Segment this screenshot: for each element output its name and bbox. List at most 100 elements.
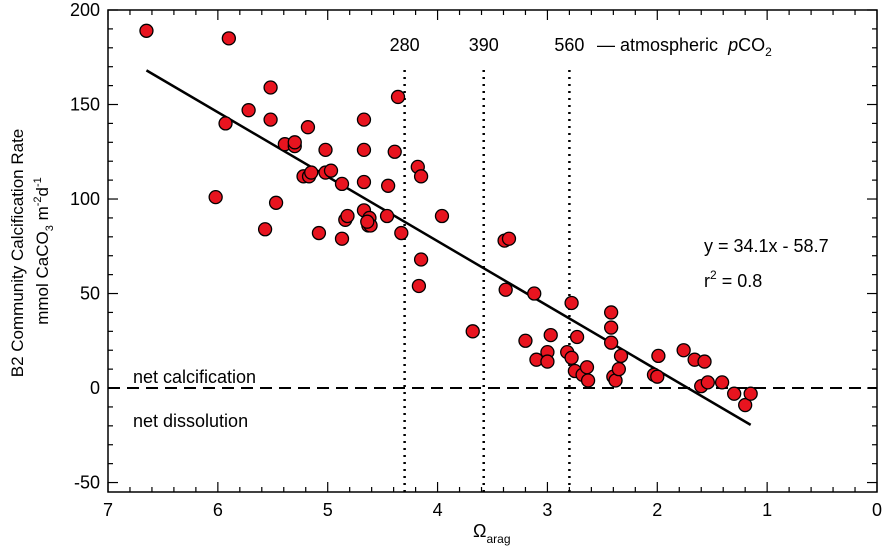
ylab2-a: mmol CaCO xyxy=(33,231,52,325)
y-tick-label: 150 xyxy=(70,95,100,115)
y-axis-label-line2: mmol CaCO3 m-2d-1 xyxy=(32,177,56,325)
data-point xyxy=(518,333,533,348)
y-tick-labels: 200 150 100 50 0 -50 xyxy=(70,0,100,493)
data-point xyxy=(257,222,273,237)
data-point xyxy=(263,80,278,95)
data-point xyxy=(603,305,619,320)
data-point xyxy=(700,375,715,390)
x-tick-labels: 7 6 5 4 3 2 1 0 xyxy=(103,500,882,520)
data-point xyxy=(390,89,406,105)
data-point xyxy=(304,165,319,180)
data-point xyxy=(714,375,730,390)
x-axis-subscript: arag xyxy=(486,532,510,546)
regression-equation: y = 34.1x - 58.7 xyxy=(704,236,829,256)
data-point xyxy=(413,252,429,267)
ylab2-e: d xyxy=(33,187,52,196)
data-point xyxy=(651,348,666,364)
x-tick-label: 1 xyxy=(762,500,772,520)
pco2-subscript: 2 xyxy=(765,45,772,59)
data-point xyxy=(697,354,712,369)
x-axis-label: Ωarag xyxy=(473,521,511,546)
data-point xyxy=(334,231,350,246)
regression-line xyxy=(145,69,752,426)
ylab2-f: -1 xyxy=(32,177,44,187)
data-point xyxy=(743,386,758,401)
data-point xyxy=(334,176,350,192)
data-point xyxy=(379,208,395,224)
data-point xyxy=(540,354,555,369)
data-point xyxy=(611,361,626,377)
y-tick-label: 200 xyxy=(70,0,100,20)
ylab2-c: m xyxy=(33,206,52,225)
x-tick-label: 0 xyxy=(872,500,882,520)
x-axis-omega: Ω xyxy=(473,521,486,541)
data-point xyxy=(268,195,284,210)
data-point xyxy=(360,214,375,229)
pco2-suffix: — atmospheric xyxy=(597,35,718,55)
pco2-co: CO xyxy=(738,35,765,55)
data-point xyxy=(613,348,629,364)
net-dissolution-label: net dissolution xyxy=(133,411,248,431)
data-point xyxy=(287,135,302,150)
x-tick-label: 2 xyxy=(652,500,662,520)
r2-superscript: 2 xyxy=(710,268,717,282)
data-point xyxy=(738,397,753,413)
x-tick-label: 3 xyxy=(542,500,552,520)
data-point xyxy=(208,189,223,205)
data-points xyxy=(139,23,758,413)
y-tick-label: -50 xyxy=(74,473,100,493)
r-squared: r2 = 0.8 xyxy=(704,268,762,291)
data-point xyxy=(380,178,396,193)
data-point xyxy=(543,327,558,343)
data-point xyxy=(241,103,256,118)
data-point xyxy=(311,225,327,241)
y-axis-label-line1: B2 Community Calcification Rate xyxy=(8,129,27,377)
ylab2-d: -2 xyxy=(32,196,44,206)
pco2-line-label: 280 xyxy=(390,35,420,55)
data-point xyxy=(676,343,691,358)
pco2-annotation: — atmospheric pCO2 xyxy=(597,35,772,59)
x-tick-label: 7 xyxy=(103,500,113,520)
data-point xyxy=(650,369,665,384)
data-point xyxy=(387,144,402,159)
data-point xyxy=(411,278,427,294)
data-point xyxy=(580,373,596,388)
data-point xyxy=(501,231,517,246)
data-point xyxy=(579,360,595,375)
r2-value: = 0.8 xyxy=(717,271,763,291)
data-point xyxy=(413,169,429,184)
y-tick-label: 0 xyxy=(90,378,100,398)
data-point xyxy=(300,120,316,135)
data-point xyxy=(564,350,579,365)
x-tick-label: 6 xyxy=(213,500,223,520)
x-tick-label: 5 xyxy=(323,500,333,520)
ylab2-b: 3 xyxy=(44,225,56,231)
plot-frame xyxy=(107,9,878,493)
pco2-line-label: 560 xyxy=(554,35,584,55)
data-point xyxy=(564,295,579,311)
data-point xyxy=(340,208,355,224)
data-point xyxy=(727,386,742,401)
data-point xyxy=(139,23,154,38)
data-point xyxy=(527,286,542,301)
data-point xyxy=(394,225,409,241)
y-tick-label: 100 xyxy=(70,189,100,209)
data-point xyxy=(318,142,333,158)
x-tick-label: 4 xyxy=(433,500,443,520)
data-point xyxy=(603,335,619,350)
pco2-reference-lines: 280 390 560 xyxy=(390,35,584,492)
net-calcification-label: net calcification xyxy=(133,367,256,387)
data-point xyxy=(498,282,513,297)
pco2-line-label: 390 xyxy=(469,35,499,55)
data-point xyxy=(263,112,278,127)
pco2-p: p xyxy=(727,35,738,55)
data-point xyxy=(221,31,236,46)
data-point xyxy=(569,329,585,345)
data-point xyxy=(356,174,372,190)
data-point xyxy=(323,163,339,178)
r2-r: r xyxy=(704,271,710,291)
data-point xyxy=(603,320,619,335)
data-point xyxy=(465,324,480,339)
data-point xyxy=(218,116,233,131)
